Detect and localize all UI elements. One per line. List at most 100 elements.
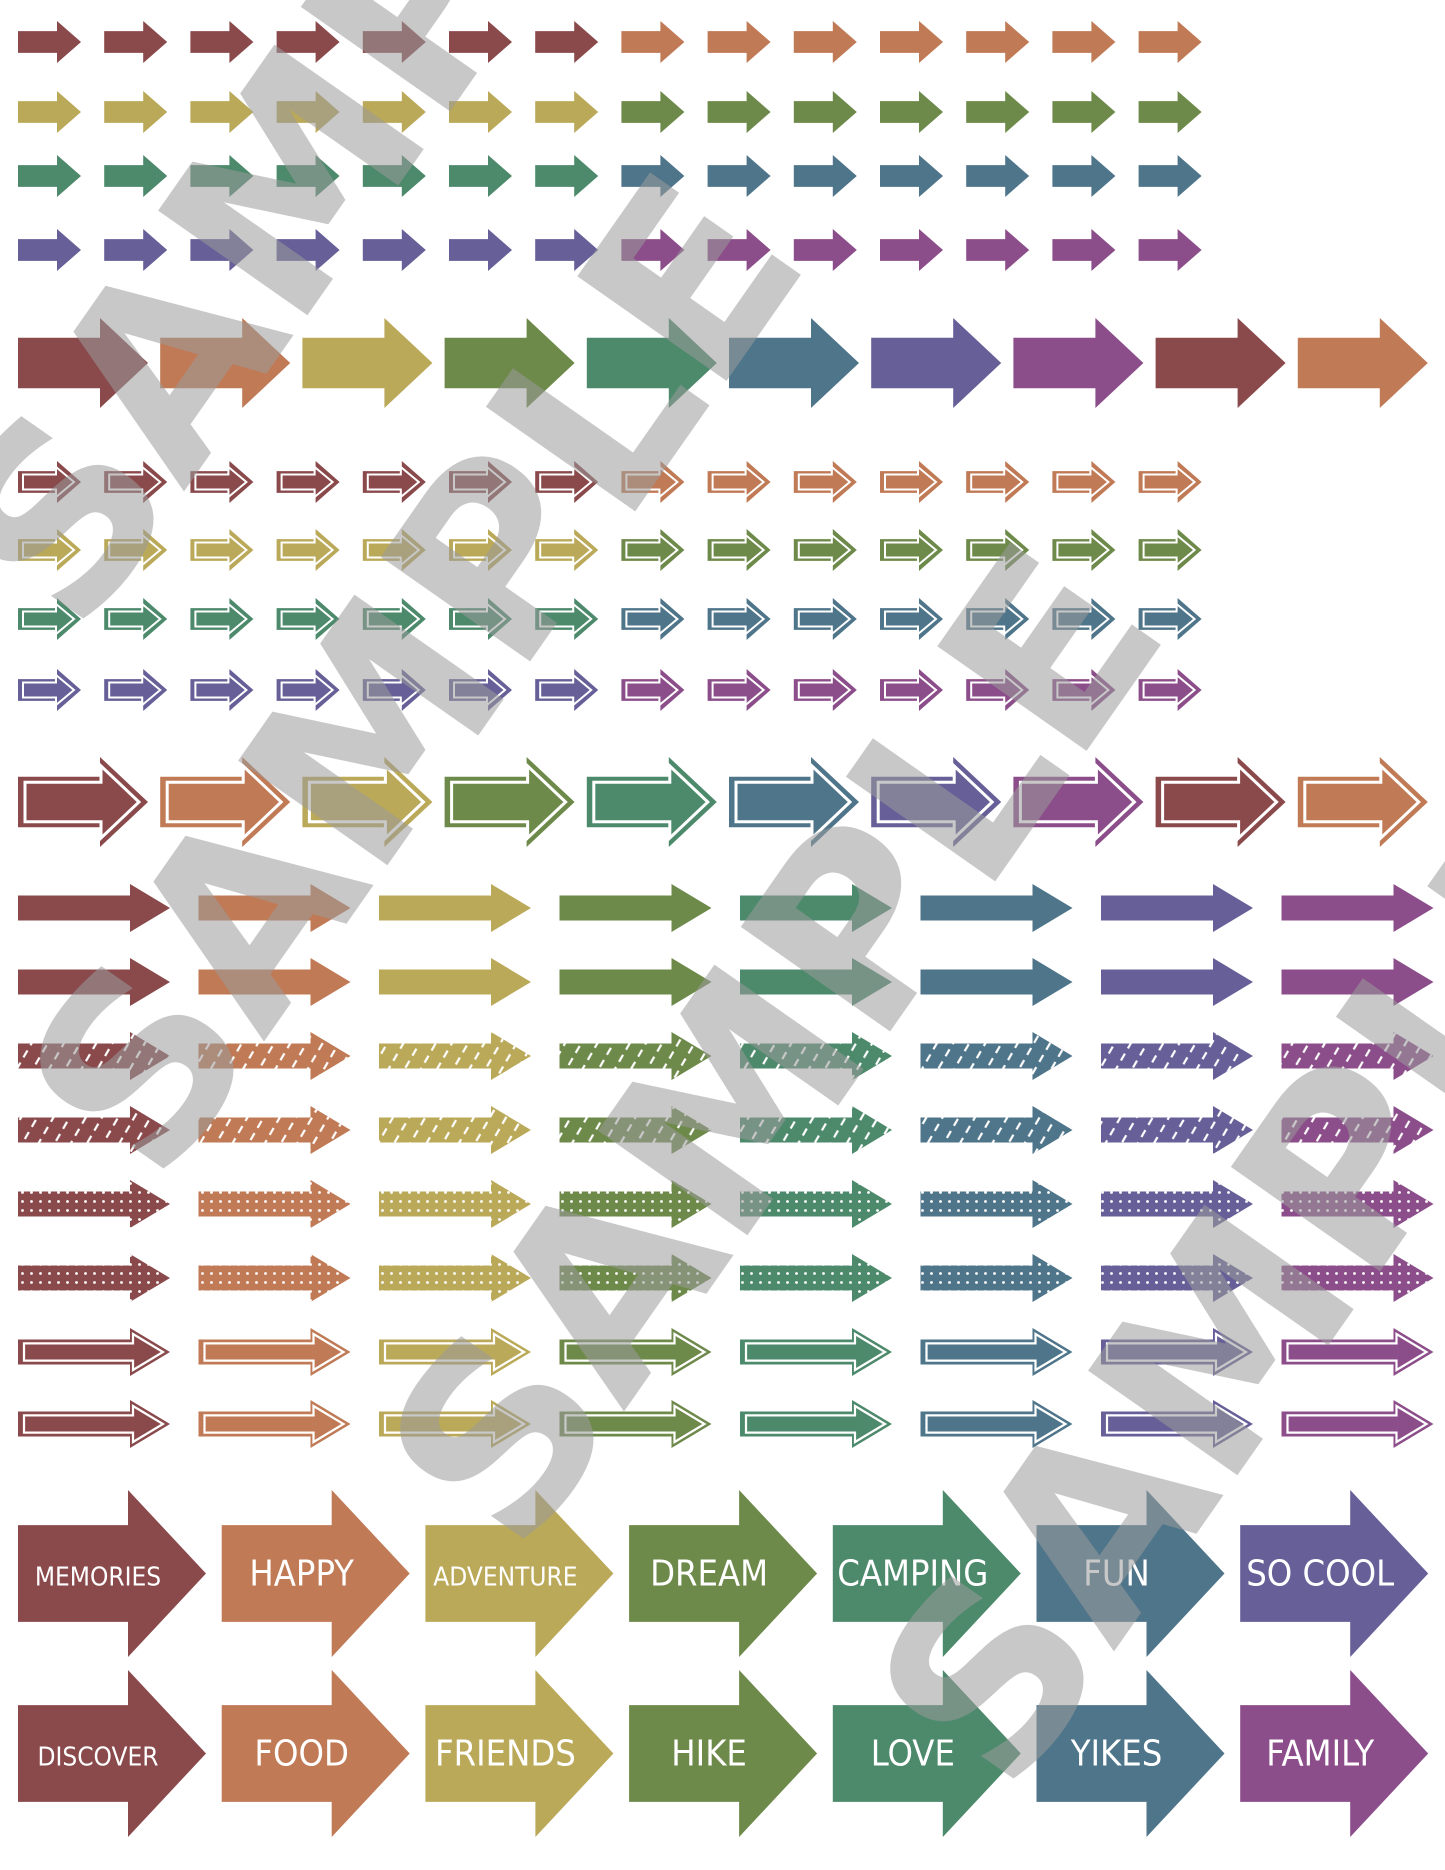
- long-arrow-outline-inner: [1105, 1332, 1249, 1372]
- small-outline-arrow-inner: [22, 672, 76, 708]
- long-arrow-solid: [379, 884, 531, 932]
- small-outline-arrow: [707, 669, 771, 711]
- small-solid-arrow: [793, 21, 857, 63]
- long-arrow-stripe-pattern: [740, 1106, 892, 1154]
- small-outline-arrow: [18, 669, 81, 711]
- large-outline-arrow-inner: [734, 762, 853, 842]
- small-outline-arrow-inner: [625, 464, 679, 500]
- small-outline-arrow-inner: [797, 464, 852, 500]
- small-outline-arrow: [707, 461, 771, 503]
- small-solid-arrow: [793, 155, 857, 197]
- small-solid-arrow: [104, 229, 168, 271]
- long-arrow-stripe-pattern: [198, 1106, 351, 1154]
- long-arrow-solid: [198, 884, 351, 932]
- long-arrow-outline: [740, 1328, 892, 1376]
- small-outline-arrow: [362, 669, 426, 711]
- long-arrow-dots-pattern: [559, 1180, 712, 1228]
- small-outline-arrow: [707, 598, 771, 640]
- small-solid-arrow: [18, 91, 81, 133]
- long-arrow-stripe-pattern: [559, 1106, 712, 1154]
- word-arrow: [832, 1670, 1021, 1837]
- small-solid-arrow: [362, 155, 426, 197]
- long-arrow-outline: [920, 1328, 1073, 1376]
- small-outline-arrow: [535, 461, 599, 503]
- word-arrow-label: FOOD: [254, 1734, 349, 1775]
- small-outline-arrow-inner: [108, 601, 162, 637]
- small-outline-arrow-inner: [539, 464, 593, 500]
- long-arrow-outline-inner: [1286, 1332, 1429, 1372]
- long-arrow-outline: [1101, 1400, 1253, 1448]
- long-arrow-dots-pattern: [1281, 1254, 1434, 1302]
- long-arrow-outline: [740, 1400, 892, 1448]
- small-outline-arrow: [621, 598, 685, 640]
- long-arrow-solid: [18, 958, 170, 1006]
- long-arrow-outline-inner: [383, 1404, 527, 1444]
- word-arrow: [221, 1490, 410, 1657]
- small-solid-arrow: [449, 91, 512, 133]
- small-outline-arrow: [190, 669, 254, 711]
- long-arrow-outline-inner: [925, 1404, 1068, 1444]
- long-arrow-outline: [18, 1328, 170, 1376]
- large-outline-arrow-inner: [23, 762, 142, 842]
- long-arrow-outline-inner: [564, 1404, 707, 1444]
- word-arrow: [1036, 1490, 1225, 1657]
- small-outline-arrow-inner: [1142, 464, 1197, 500]
- small-outline-arrow-inner: [1056, 672, 1110, 708]
- small-outline-arrow-inner: [194, 464, 248, 500]
- small-solid-arrow: [535, 91, 599, 133]
- small-outline-arrow-inner: [1056, 601, 1110, 637]
- large-outline-arrow: [302, 757, 433, 847]
- long-arrow-outline-inner: [1105, 1404, 1249, 1444]
- word-arrow-label: DISCOVER: [37, 1743, 158, 1773]
- small-outline-arrow-inner: [884, 672, 938, 708]
- small-solid-arrow: [707, 21, 771, 63]
- small-outline-arrow: [104, 529, 168, 571]
- long-arrow-stripe-pattern: [740, 1032, 892, 1080]
- small-solid-arrow: [1052, 21, 1116, 63]
- large-outline-arrow-inner: [307, 762, 426, 842]
- large-solid-arrow: [444, 318, 575, 408]
- word-arrow: [1240, 1490, 1429, 1657]
- small-outline-arrow-inner: [1142, 601, 1197, 637]
- small-solid-arrow: [621, 155, 685, 197]
- small-outline-arrow-inner: [884, 464, 938, 500]
- large-solid-arrow: [871, 318, 1002, 408]
- small-solid-arrow: [621, 91, 685, 133]
- long-arrow-outline-inner: [203, 1404, 346, 1444]
- large-solid-arrows: [18, 318, 1428, 408]
- large-solid-arrow: [586, 318, 717, 408]
- small-outline-arrow: [1052, 669, 1116, 711]
- small-outline-arrow-inner: [22, 601, 76, 637]
- word-arrow-label: FUN: [1083, 1554, 1150, 1595]
- long-arrow-dots-pattern: [1101, 1254, 1253, 1302]
- large-outline-arrow-inner: [450, 762, 568, 842]
- large-solid-arrow: [1155, 318, 1286, 408]
- small-outline-arrow-inner: [1142, 672, 1197, 708]
- large-outline-arrow: [18, 757, 148, 847]
- small-solid-arrow: [966, 155, 1030, 197]
- small-outline-arrow-inner: [108, 672, 162, 708]
- small-outline-arrow: [966, 669, 1030, 711]
- small-outline-arrow-inner: [1056, 464, 1110, 500]
- large-outline-arrow-inner: [1303, 762, 1421, 842]
- small-outline-arrow: [966, 461, 1030, 503]
- small-outline-arrow-inner: [797, 532, 852, 568]
- small-outline-arrow: [104, 598, 168, 640]
- small-solid-arrow: [362, 229, 426, 271]
- small-outline-arrow-inner: [625, 601, 679, 637]
- long-arrow-dots-pattern: [379, 1180, 531, 1228]
- long-arrow-stripe-pattern: [920, 1106, 1073, 1154]
- small-solid-arrow: [1052, 155, 1116, 197]
- long-arrow-outline: [1281, 1400, 1434, 1448]
- long-arrow-dots-pattern: [1101, 1180, 1253, 1228]
- small-outline-arrow-inner: [625, 532, 679, 568]
- word-arrow-label: MEMORIES: [35, 1563, 161, 1593]
- small-outline-arrow: [276, 529, 340, 571]
- small-outline-arrow-inner: [711, 672, 766, 708]
- small-solid-arrow: [1052, 91, 1116, 133]
- small-outline-arrow-inner: [970, 464, 1024, 500]
- small-outline-arrow: [1138, 669, 1202, 711]
- small-outline-arrow: [1138, 461, 1202, 503]
- long-arrow-outline-inner: [564, 1332, 707, 1372]
- small-outline-arrow: [18, 461, 81, 503]
